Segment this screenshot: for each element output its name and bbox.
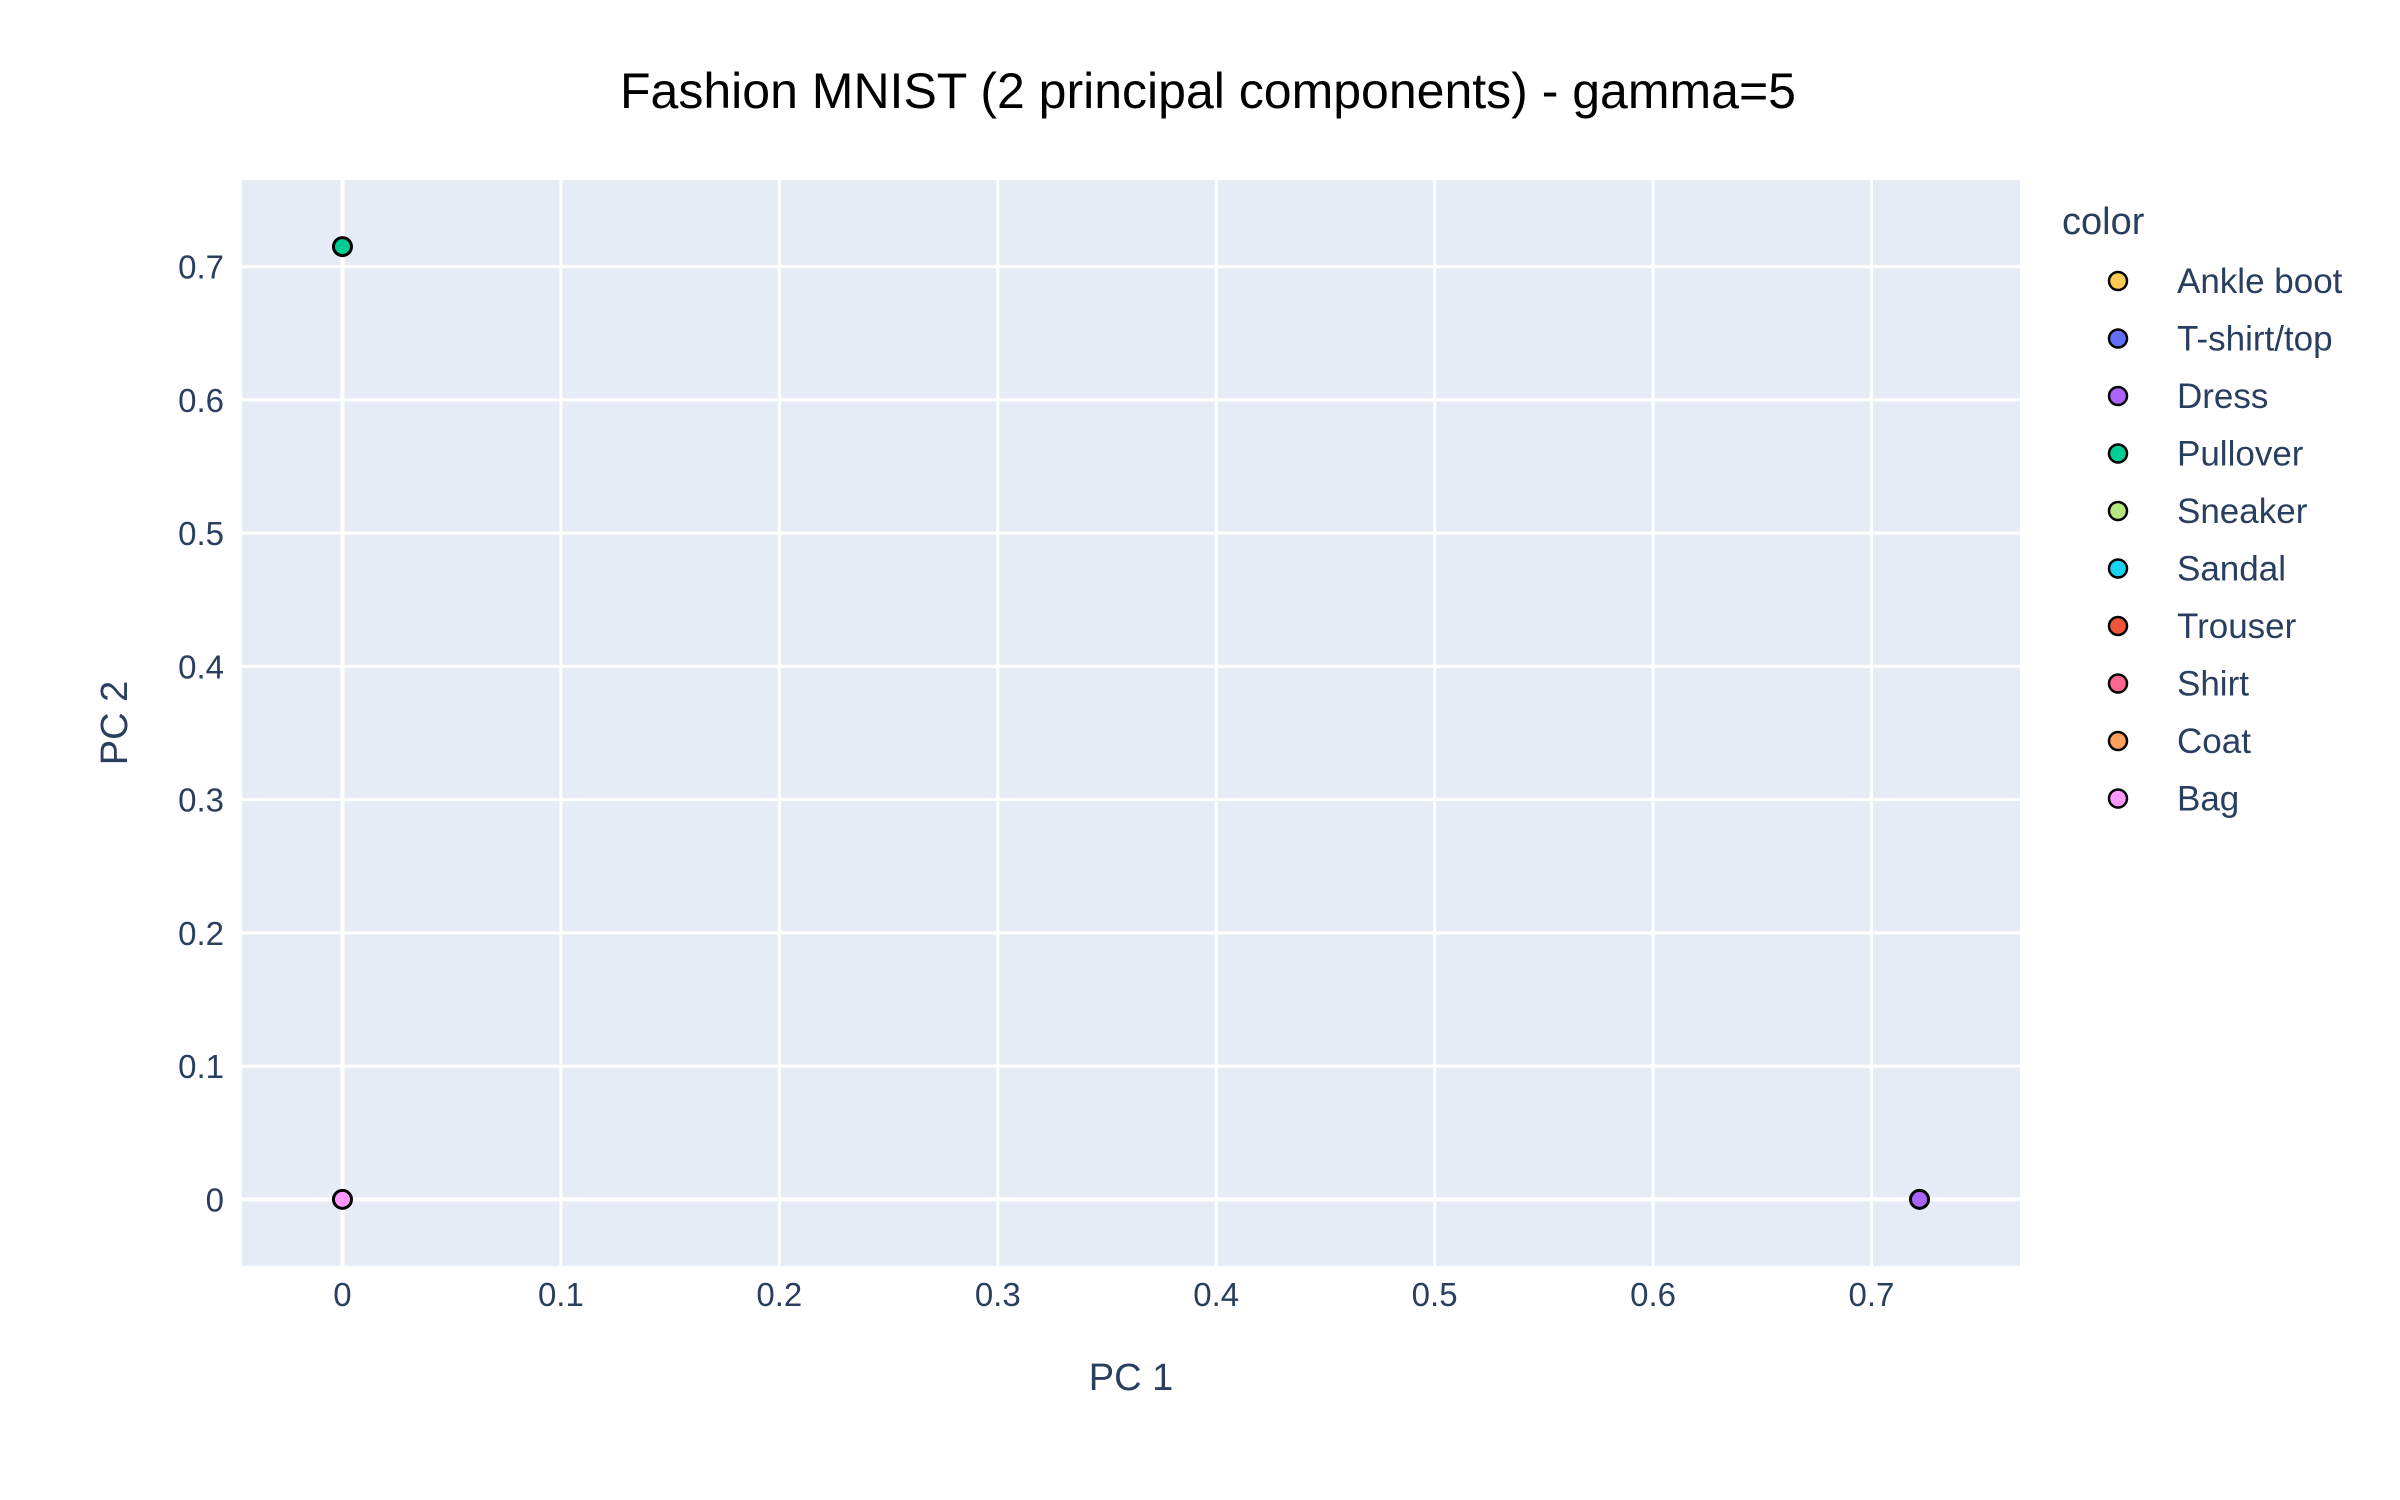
legend-label: Pullover	[2177, 435, 2304, 474]
data-point-dress	[1909, 1188, 1931, 1210]
y-tick-label: 0.2	[178, 915, 224, 952]
y-axis-label: PC 2	[94, 681, 136, 765]
legend-title: color	[2062, 201, 2145, 243]
data-points	[331, 236, 1931, 1210]
y-tick-label: 0.6	[178, 382, 224, 419]
legend-items: Ankle boot T-shirt/top Dress Pullover Sneake…	[2107, 262, 2343, 819]
legend-item-coat[interactable]: Coat	[2107, 722, 2251, 761]
legend-marker	[2107, 615, 2129, 637]
y-tick-label: 0.5	[178, 515, 224, 552]
x-tick-label: 0	[333, 1276, 351, 1313]
x-tick-label: 0.3	[975, 1276, 1021, 1313]
legend-item-pullover[interactable]: Pullover	[2107, 435, 2304, 474]
legend-label: Shirt	[2177, 665, 2249, 704]
x-tick-label: 0.5	[1412, 1276, 1458, 1313]
legend-item-dress[interactable]: Dress	[2107, 377, 2268, 416]
legend-label: T-shirt/top	[2177, 320, 2333, 359]
y-tick-label: 0.1	[178, 1048, 224, 1085]
legend-marker	[2107, 385, 2129, 407]
x-tick-label: 0.7	[1849, 1276, 1895, 1313]
x-axis-ticks: 0 0.1 0.2 0.3 0.4 0.5 0.6 0.7	[333, 1276, 1894, 1313]
legend-marker	[2107, 558, 2129, 579]
legend-item-sneaker[interactable]: Sneaker	[2107, 492, 2308, 531]
data-point-pullover	[331, 236, 353, 258]
legend-marker	[2107, 443, 2129, 464]
legend-item-shirt[interactable]: Shirt	[2107, 665, 2249, 704]
legend: color Ankle boot T-shirt/top Dress Pullover…	[2062, 201, 2343, 819]
legend-item-ankle-boot[interactable]: Ankle boot	[2107, 262, 2343, 301]
y-tick-label: 0.4	[178, 648, 224, 685]
x-tick-label: 0.4	[1193, 1276, 1239, 1313]
legend-marker	[2107, 328, 2129, 349]
grid-lines	[242, 180, 2020, 1266]
legend-label: Bag	[2177, 780, 2239, 819]
data-point-bag	[331, 1188, 353, 1210]
legend-marker	[2107, 788, 2129, 809]
legend-marker	[2107, 673, 2129, 694]
plot-area	[242, 180, 2020, 1266]
x-tick-label: 0.1	[538, 1276, 584, 1313]
legend-item-bag[interactable]: Bag	[2107, 780, 2239, 819]
legend-label: Dress	[2177, 377, 2268, 416]
chart-title: Fashion MNIST (2 principal components) -…	[620, 63, 1796, 119]
legend-label: Trouser	[2177, 607, 2297, 646]
legend-label: Coat	[2177, 722, 2251, 761]
legend-item-t-shirt-top[interactable]: T-shirt/top	[2107, 320, 2333, 359]
y-tick-label: 0.3	[178, 782, 224, 819]
y-tick-label: 0	[206, 1181, 224, 1218]
legend-item-sandal[interactable]: Sandal	[2107, 550, 2286, 589]
y-axis-ticks: 0 0.1 0.2 0.3 0.4 0.5 0.6 0.7	[178, 249, 224, 1219]
legend-label: Sandal	[2177, 550, 2286, 589]
legend-marker	[2107, 730, 2129, 752]
y-tick-label: 0.7	[178, 249, 224, 286]
x-axis-label: PC 1	[1089, 1357, 1173, 1399]
legend-marker	[2107, 500, 2129, 522]
legend-item-trouser[interactable]: Trouser	[2107, 607, 2297, 646]
legend-label: Ankle boot	[2177, 262, 2343, 301]
x-tick-label: 0.6	[1630, 1276, 1676, 1313]
legend-marker	[2107, 270, 2129, 292]
legend-label: Sneaker	[2177, 492, 2308, 531]
x-tick-label: 0.2	[756, 1276, 802, 1313]
